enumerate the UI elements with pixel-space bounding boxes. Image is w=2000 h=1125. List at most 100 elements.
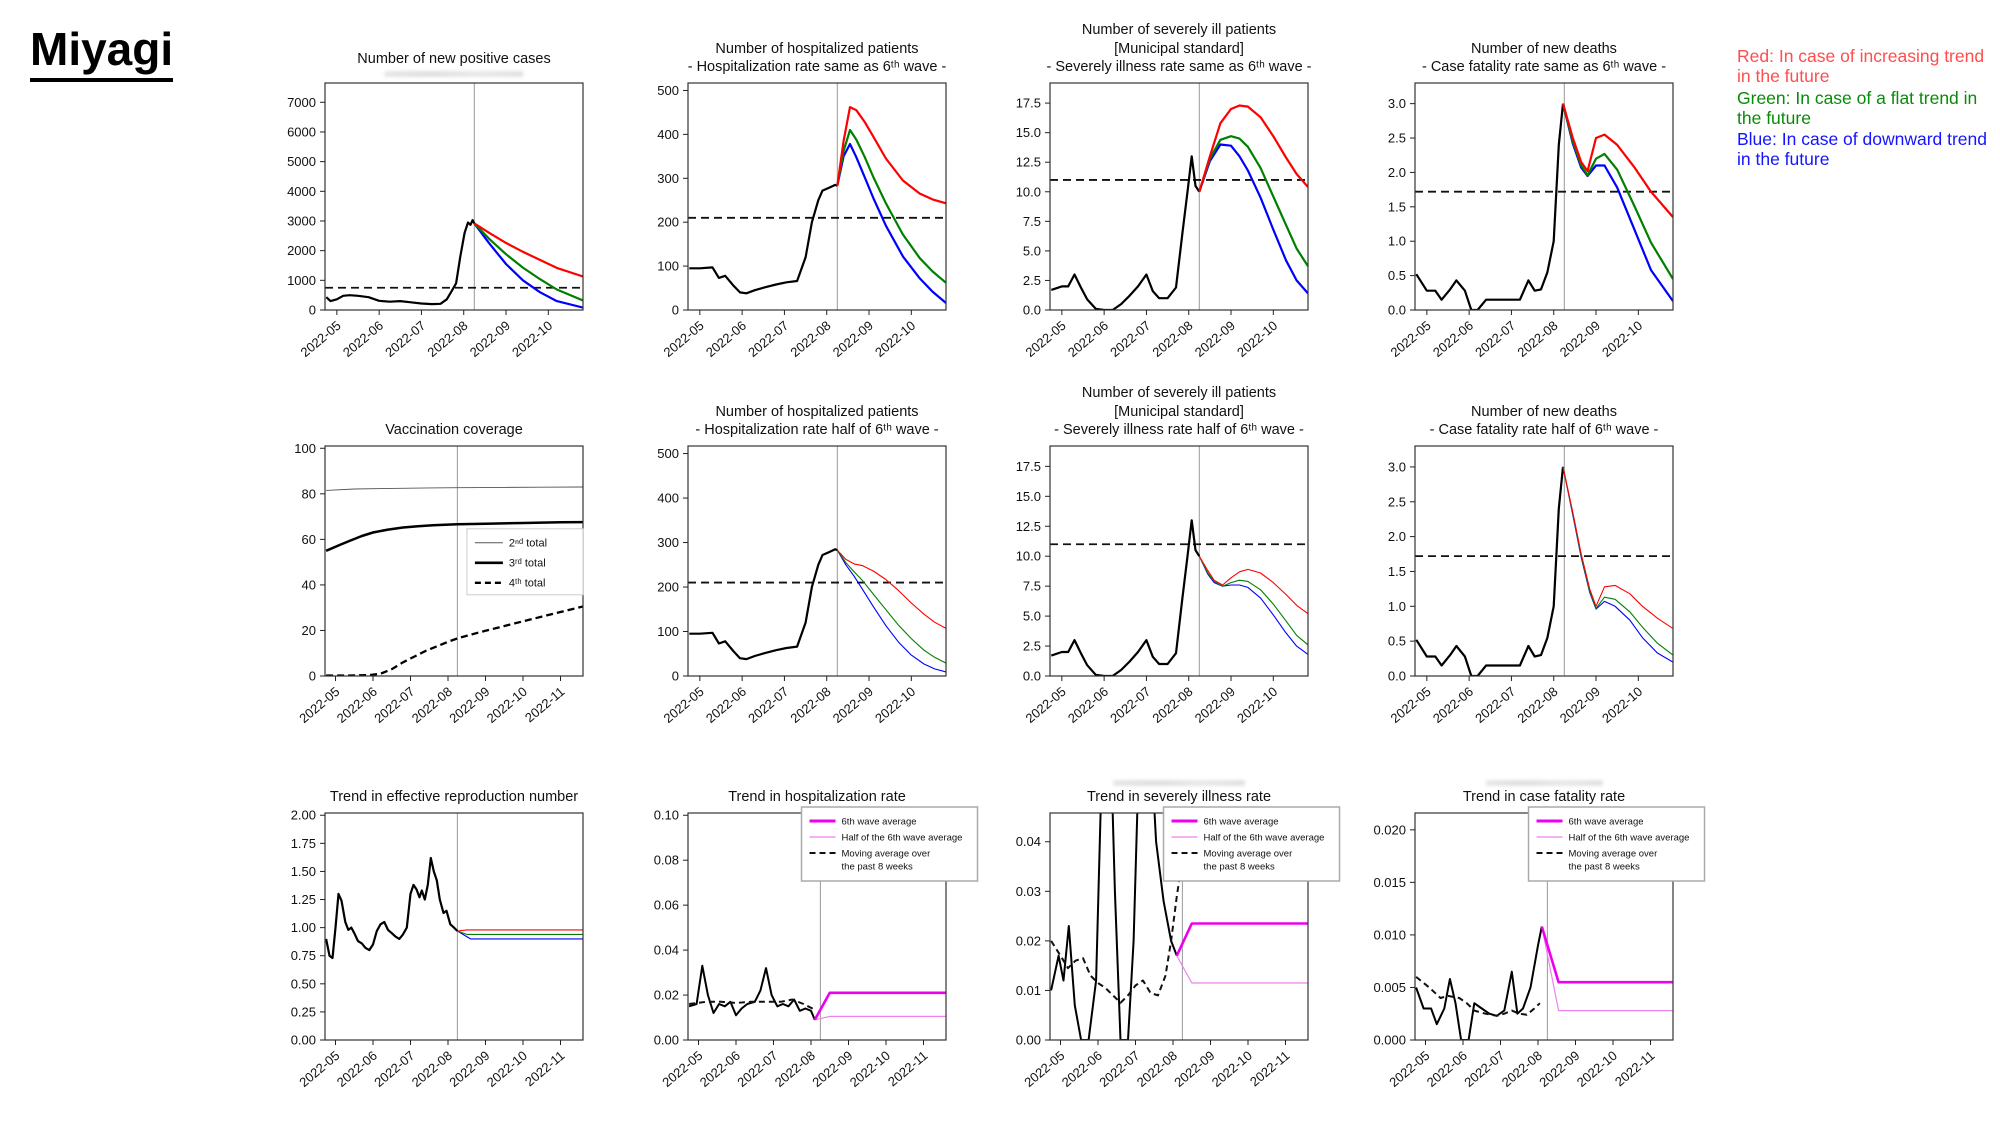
svg-text:2022-10: 2022-10 (847, 1048, 893, 1090)
svg-text:2022-11: 2022-11 (522, 684, 567, 726)
chart-title: Vaccination coverage (385, 422, 523, 439)
svg-text:Moving average over: Moving average over (1204, 849, 1293, 860)
svg-text:200: 200 (657, 580, 679, 595)
svg-text:2022-11: 2022-11 (1247, 1048, 1292, 1090)
svg-text:5.0: 5.0 (1023, 609, 1041, 624)
svg-text:2022-10: 2022-10 (1234, 318, 1280, 360)
ghost-text (1112, 780, 1246, 787)
svg-text:2022-10: 2022-10 (484, 1048, 530, 1090)
svg-text:1000: 1000 (287, 273, 316, 288)
svg-text:2022-05: 2022-05 (1388, 684, 1434, 726)
svg-text:2022-10: 2022-10 (872, 318, 918, 360)
chart-new-deaths-half-of-6th-wave: Number of new deaths - Case fatality rat… (1388, 404, 1674, 726)
svg-text:2022-08: 2022-08 (424, 318, 470, 360)
chart-severely-ill-half-of-6th-wave: Number of severely ill patients [Municip… (1016, 385, 1309, 726)
svg-text:2022-09: 2022-09 (1171, 1048, 1217, 1090)
note-line-green: Green: In case of a flat trend in the fu… (1737, 87, 1978, 128)
svg-text:2022-08: 2022-08 (409, 684, 455, 726)
svg-text:0.06: 0.06 (654, 898, 679, 913)
page-title: Miyagi (30, 22, 174, 82)
svg-text:1.50: 1.50 (291, 864, 316, 879)
svg-text:6000: 6000 (287, 124, 316, 139)
svg-text:2022-06: 2022-06 (703, 684, 749, 726)
svg-text:2022-07: 2022-07 (371, 1048, 417, 1090)
chart-severely-ill-same-as-6th-wave: Number of severely ill patients [Municip… (1016, 22, 1312, 360)
svg-text:2022-07: 2022-07 (371, 684, 417, 726)
svg-text:3ʳᵈ total: 3ʳᵈ total (509, 557, 546, 569)
svg-text:2022-07: 2022-07 (745, 684, 791, 726)
svg-text:0.25: 0.25 (291, 1004, 316, 1019)
chart-canvas: 0 20 40 60 80 100 2022-052022-062022-072022-08… (294, 441, 584, 726)
svg-text:2022-05: 2022-05 (1023, 318, 1069, 360)
chart-canvas: 0.000.020.040.060.080.102022-052022-0620… (654, 806, 979, 1090)
svg-text:15.0: 15.0 (1016, 125, 1041, 140)
chart-title: Number of new deaths - Case fatality rat… (1429, 403, 1659, 439)
svg-text:Moving average over: Moving average over (1569, 849, 1658, 860)
chart-hospitalized-half-of-6th-wave: Number of hospitalized patients - Hospit… (657, 404, 947, 726)
svg-text:200: 200 (657, 215, 679, 230)
svg-text:10.0: 10.0 (1016, 549, 1041, 564)
svg-text:1.0: 1.0 (1388, 234, 1406, 249)
svg-text:2022-09: 2022-09 (1536, 1048, 1582, 1090)
svg-text:0.0: 0.0 (1023, 669, 1041, 684)
svg-text:2022-06: 2022-06 (334, 1048, 380, 1090)
note-line-blue: Blue: In case of downward trend in the f… (1737, 129, 1988, 170)
svg-text:0.02: 0.02 (654, 988, 679, 1003)
svg-text:12.5: 12.5 (1016, 155, 1041, 170)
svg-text:2022-10: 2022-10 (1574, 1048, 1620, 1090)
svg-text:100: 100 (657, 624, 679, 639)
svg-text:2022-05: 2022-05 (1021, 1048, 1067, 1090)
svg-text:2022-06: 2022-06 (1065, 318, 1111, 360)
svg-text:2022-11: 2022-11 (522, 1048, 567, 1090)
svg-text:0.0: 0.0 (1388, 303, 1406, 318)
svg-text:0.020: 0.020 (1373, 822, 1406, 837)
svg-text:2022-06: 2022-06 (1430, 684, 1476, 726)
svg-text:2022-11: 2022-11 (1612, 1048, 1657, 1090)
svg-text:4ᵗʰ total: 4ᵗʰ total (509, 577, 546, 589)
chart-case-fatality-rate-trend: Trend in case fatality rate 0.000 0.005 0.… (1373, 780, 1706, 1090)
svg-text:1.5: 1.5 (1388, 199, 1406, 214)
chart-canvas: 0.02.55.07.510.012.515.017.52022-052022-… (1016, 445, 1309, 726)
svg-text:0.00: 0.00 (654, 1033, 679, 1048)
svg-text:2022-07: 2022-07 (1472, 318, 1518, 360)
svg-text:2022-10: 2022-10 (484, 684, 530, 726)
svg-text:2022-05: 2022-05 (298, 318, 344, 360)
svg-text:0.04: 0.04 (654, 943, 679, 958)
chart-canvas: 010002000300040005000600070002022-052022… (287, 82, 584, 360)
chart-title: Number of new deaths - Case fatality rat… (1421, 40, 1667, 76)
svg-text:7.5: 7.5 (1023, 579, 1041, 594)
svg-text:3000: 3000 (287, 213, 316, 228)
svg-text:1.5: 1.5 (1388, 564, 1406, 579)
svg-text:2022-07: 2022-07 (1096, 1048, 1142, 1090)
chart-canvas: 0.0000.0050.0100.0150.0202022-052022-062… (1373, 806, 1706, 1090)
svg-text:1.25: 1.25 (291, 892, 316, 907)
svg-text:2022-05: 2022-05 (1023, 684, 1069, 726)
svg-text:0.04: 0.04 (1016, 834, 1041, 849)
svg-text:2022-09: 2022-09 (1192, 318, 1238, 360)
svg-text:2022-05: 2022-05 (661, 318, 707, 360)
chart-title: Trend in hospitalization rate (728, 789, 906, 806)
svg-text:the past 8 weeks: the past 8 weeks (842, 862, 914, 873)
svg-text:2.5: 2.5 (1023, 639, 1041, 654)
svg-text:2022-06: 2022-06 (334, 684, 380, 726)
svg-text:2022-08: 2022-08 (1149, 684, 1195, 726)
svg-text:100: 100 (294, 441, 316, 456)
svg-text:1.00: 1.00 (291, 920, 316, 935)
svg-text:2022-07: 2022-07 (734, 1048, 780, 1090)
svg-text:2022-09: 2022-09 (809, 1048, 855, 1090)
svg-text:2022-07: 2022-07 (1107, 684, 1153, 726)
svg-text:2022-09: 2022-09 (467, 318, 513, 360)
svg-text:6th wave average: 6th wave average (842, 817, 917, 828)
svg-text:2.5: 2.5 (1023, 273, 1041, 288)
svg-text:6th wave average: 6th wave average (1204, 817, 1279, 828)
svg-text:2022-11: 2022-11 (885, 1048, 930, 1090)
chart-canvas: 0.00.51.01.52.02.53.02022-052022-062022-… (1388, 445, 1674, 726)
svg-text:2022-08: 2022-08 (772, 1048, 818, 1090)
svg-text:Moving average over: Moving average over (842, 849, 931, 860)
svg-text:2000: 2000 (287, 243, 316, 258)
chart-title: Number of hospitalized patients - Hospit… (695, 403, 939, 439)
svg-text:0.00: 0.00 (291, 1033, 316, 1048)
svg-text:15.0: 15.0 (1016, 489, 1041, 504)
svg-text:0.0: 0.0 (1388, 669, 1406, 684)
svg-text:2.0: 2.0 (1388, 529, 1406, 544)
